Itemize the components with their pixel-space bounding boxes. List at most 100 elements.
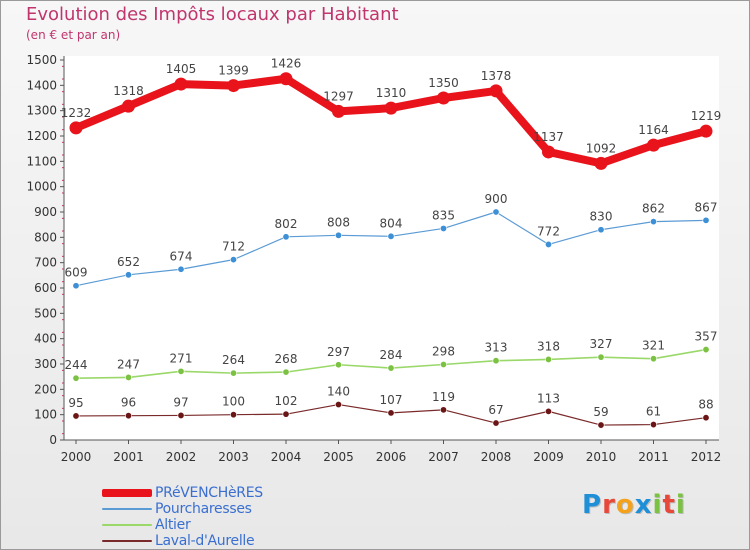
logo-letter: i <box>675 490 686 520</box>
x-tick-label: 2005 <box>323 450 354 464</box>
legend-swatch <box>102 524 152 526</box>
data-label: 298 <box>432 345 455 359</box>
data-point <box>334 231 342 239</box>
y-tick-label: 200 <box>34 382 57 396</box>
data-label: 867 <box>695 200 718 214</box>
data-point <box>227 79 240 93</box>
data-label: 1092 <box>586 141 617 155</box>
legend-swatch <box>102 489 152 497</box>
data-label: 802 <box>275 217 298 231</box>
data-label: 59 <box>593 405 608 419</box>
data-label: 140 <box>327 385 350 399</box>
legend-label: PRéVENCHèRES <box>155 485 263 501</box>
y-tick-label: 700 <box>34 256 57 270</box>
data-point <box>544 407 552 415</box>
y-tick-label: 1100 <box>26 154 57 168</box>
legend-label: Altier <box>155 517 191 533</box>
data-label: 1310 <box>376 86 407 100</box>
proxiti-logo: Proxiti <box>582 490 686 520</box>
y-tick-label: 600 <box>34 281 57 295</box>
logo-letter: r <box>602 490 616 520</box>
data-label: 100 <box>222 395 245 409</box>
data-point <box>702 346 710 354</box>
data-label: 652 <box>117 255 140 269</box>
data-point <box>594 156 608 170</box>
logo-letter: t <box>662 490 676 520</box>
data-point <box>282 410 290 418</box>
legend-item: PRéVENCHèRES <box>102 485 263 501</box>
data-label: 1164 <box>638 123 669 137</box>
data-point <box>177 265 185 273</box>
data-point <box>492 357 500 365</box>
data-point <box>439 224 447 232</box>
data-label: 1318 <box>113 84 144 98</box>
data-point <box>544 240 552 248</box>
data-point <box>489 84 503 98</box>
data-point <box>492 208 500 216</box>
data-point <box>177 411 185 419</box>
data-label: 712 <box>222 240 245 254</box>
data-label: 830 <box>590 210 613 224</box>
data-point <box>597 421 605 429</box>
y-tick-label: 1200 <box>26 129 57 143</box>
x-tick-label: 2004 <box>271 450 302 464</box>
data-label: 95 <box>68 396 83 410</box>
data-label: 264 <box>222 353 245 367</box>
data-point <box>174 77 188 91</box>
data-label: 1297 <box>323 89 354 103</box>
data-point <box>177 367 185 375</box>
data-label: 1350 <box>428 76 459 90</box>
data-point <box>230 411 238 419</box>
x-tick-label: 2008 <box>481 450 512 464</box>
data-point <box>649 355 657 363</box>
data-label: 284 <box>380 348 403 362</box>
y-tick-label: 300 <box>34 357 57 371</box>
x-tick-label: 2007 <box>428 450 459 464</box>
data-point <box>439 361 447 369</box>
chart-subtitle: (en € et par an) <box>26 28 121 42</box>
data-point <box>387 232 395 240</box>
y-tick-label: 900 <box>34 205 57 219</box>
logo-letter: o <box>615 490 635 520</box>
x-tick-label: 2012 <box>691 450 722 464</box>
data-label: 1219 <box>691 109 722 123</box>
data-point <box>384 101 398 115</box>
data-label: 97 <box>173 395 188 409</box>
data-label: 808 <box>327 215 350 229</box>
y-tick-label: 1400 <box>26 78 57 92</box>
data-point <box>437 91 450 105</box>
plot-area <box>64 56 719 440</box>
data-point <box>702 414 710 422</box>
data-point <box>387 364 395 372</box>
legend-item: Pourcharesses <box>102 501 263 517</box>
x-tick-label: 2010 <box>586 450 617 464</box>
data-label: 900 <box>485 192 508 206</box>
legend-swatch <box>102 540 152 542</box>
data-label: 609 <box>65 266 88 280</box>
legend-swatch <box>102 508 152 510</box>
data-label: 1378 <box>481 69 512 83</box>
data-point <box>69 121 83 135</box>
data-point <box>72 374 80 382</box>
data-label: 268 <box>275 352 298 366</box>
data-label: 61 <box>646 405 661 419</box>
data-label: 107 <box>380 393 403 407</box>
data-label: 67 <box>488 403 503 417</box>
data-point <box>492 419 500 427</box>
data-label: 862 <box>642 202 665 216</box>
data-label: 113 <box>537 391 560 405</box>
y-tick-label: 500 <box>34 306 57 320</box>
data-point <box>649 218 657 226</box>
data-point <box>230 256 238 264</box>
logo-letter: i <box>652 490 663 520</box>
data-label: 772 <box>537 224 560 238</box>
data-label: 804 <box>380 216 403 230</box>
data-label: 102 <box>275 394 298 408</box>
legend-label: Pourcharesses <box>155 501 252 517</box>
data-point <box>439 406 447 414</box>
data-label: 1399 <box>218 64 249 78</box>
y-tick-label: 800 <box>34 230 57 244</box>
data-point <box>699 124 713 138</box>
data-label: 88 <box>698 398 713 412</box>
